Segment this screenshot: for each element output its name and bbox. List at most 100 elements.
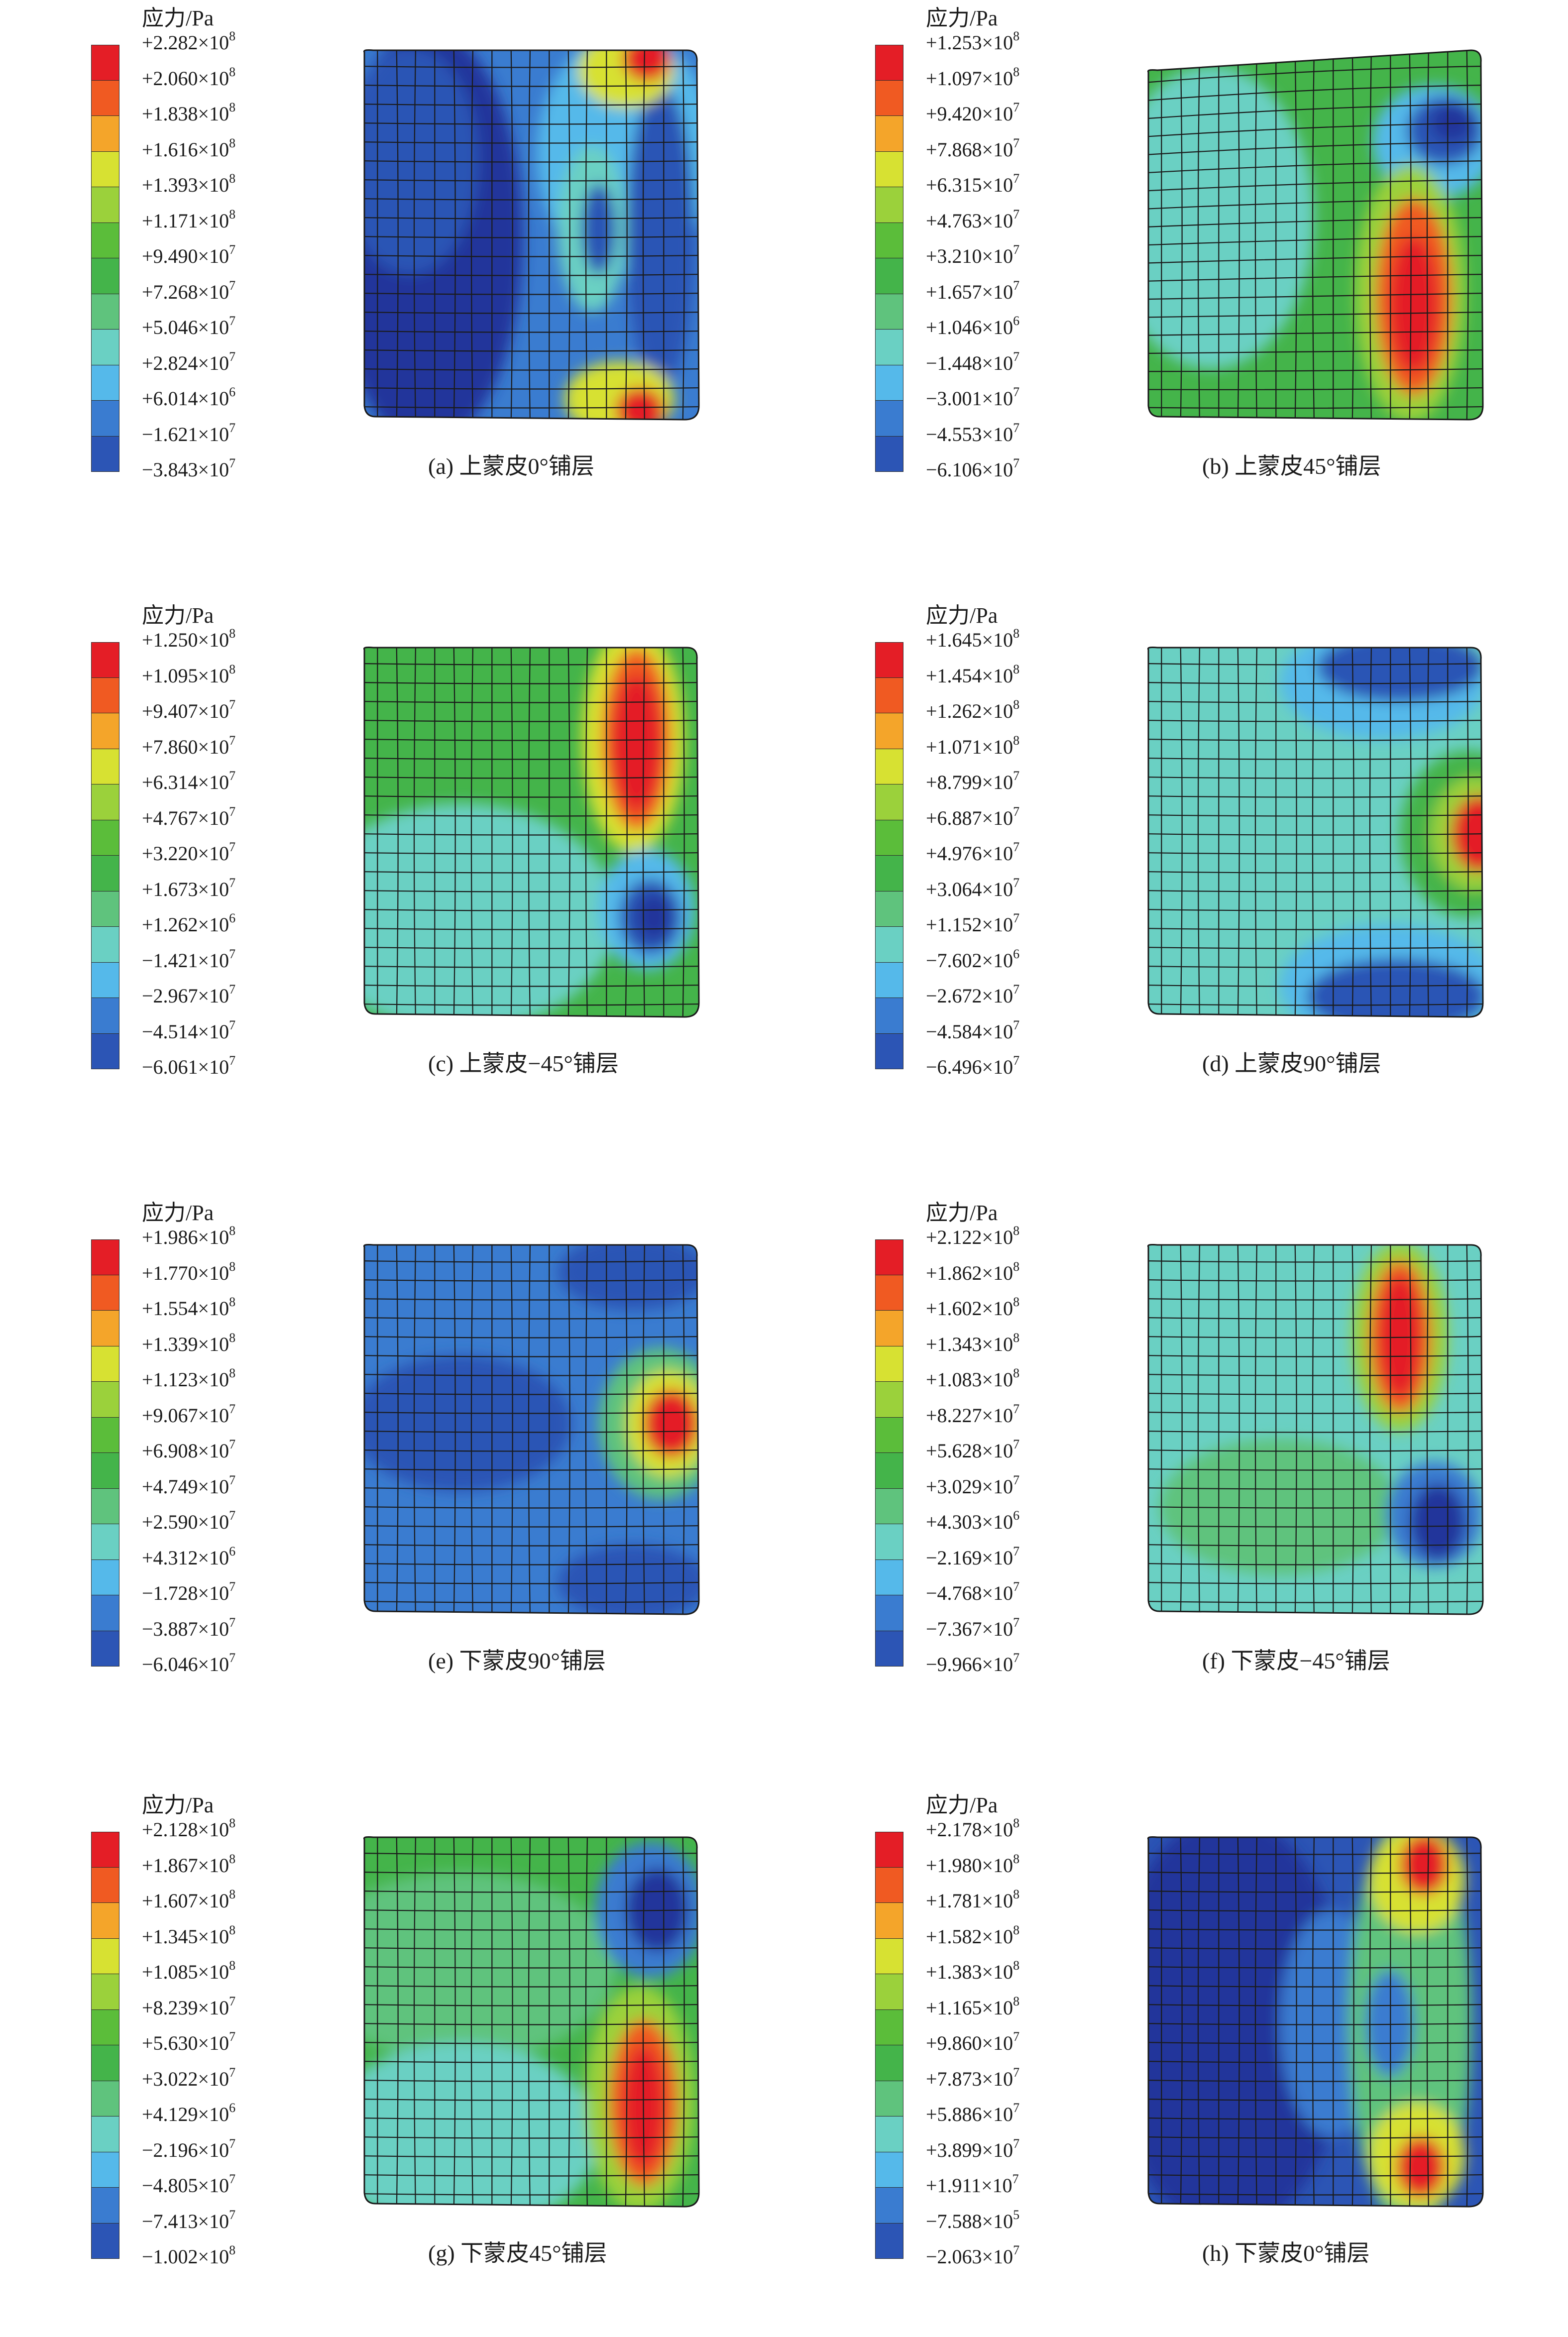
mesh-line [364,814,699,817]
color-swatch [91,1239,119,1275]
mesh-line [1148,235,1483,246]
legend-tick-label: −6.106×107 [926,456,1020,481]
mesh-line [1148,927,1483,930]
mesh-line [567,1837,570,2207]
mesh-line [1148,719,1483,722]
color-scale [875,642,903,1069]
stress-region [643,1389,699,1458]
legend-tick-label: +2.122×108 [926,1224,1020,1248]
mesh-line [364,700,699,703]
color-swatch [875,1559,903,1595]
mesh-line [1237,1837,1240,2207]
color-swatch [875,187,903,223]
mesh-line [585,647,588,1017]
legend-tick-label: +1.582×108 [926,1922,1020,1948]
legend-tick-label: +1.383×108 [926,1958,1020,1983]
stress-region [1365,1970,1414,2077]
legend-tick-label: +1.046×106 [926,314,1020,338]
mesh-line [364,1600,699,1603]
color-swatch [875,2045,903,2081]
color-swatch [875,749,903,784]
mesh-line [364,681,699,684]
mesh-line [413,647,417,1017]
color-swatch [875,2081,903,2116]
color-swatch [875,223,903,258]
color-swatch [91,2116,119,2152]
mesh-line [1426,647,1430,1017]
legend-tick-label: −7.602×106 [926,946,1020,972]
stress-region [1159,1439,1400,1575]
legend-unit: 应力/Pa [142,1201,214,1225]
color-swatch [875,677,903,713]
mesh-line [1148,1373,1483,1376]
color-swatch [91,1903,119,1939]
mesh-line [364,871,699,874]
stress-contour-plot [358,1834,702,2213]
color-scale [91,1832,119,2259]
mesh-grid [364,647,699,1017]
mesh-line [528,50,531,420]
panel-caption: (e) 下蒙皮90°铺层 [428,1648,606,1673]
color-swatch [875,891,903,927]
legend-ticks: +2.122×108 +1.862×108 +1.602×108 +1.343×108… [926,1224,1020,1688]
legend-tick-label: −6.496×107 [926,1053,1020,1078]
mesh-line [1148,1279,1483,1282]
legend-unit: 应力/Pa [142,603,214,628]
mesh-line [1148,217,1483,228]
legend-unit: 应力/Pa [926,603,998,628]
color-swatch [91,1275,119,1311]
mesh-line [1148,387,1483,390]
mesh-line [364,1449,699,1452]
color-scale [875,1832,903,2259]
color-scale [875,45,903,472]
color-swatch [91,80,119,116]
mesh-line [364,2041,699,2044]
mesh-line [413,1837,417,2207]
legend-tick-label: −4.768×107 [926,1579,1020,1604]
color-swatch [875,294,903,330]
legend-tick-label: +9.420×107 [926,100,1020,125]
legend-tick-label: −4.514×107 [142,1017,236,1043]
contour-fill [364,647,699,1017]
legend-tick-label: −6.061×107 [142,1053,236,1078]
contour-svg [363,647,700,1018]
contour-svg [363,1244,700,1615]
mesh-line [528,1244,531,1614]
stress-region [1410,1484,1465,1560]
mesh-line [1148,1600,1483,1603]
mesh-line [1426,50,1430,420]
stress-region [1148,66,1314,369]
color-swatch [875,80,903,116]
color-swatch [875,436,903,472]
color-swatch [875,330,903,365]
color-swatch [875,1867,903,1903]
mesh-line [1148,852,1483,855]
mesh-line [364,2174,699,2177]
color-swatch [875,2188,903,2224]
mesh-line [453,647,456,1017]
legend-ticks: +2.128×108 +1.867×108 +1.607×108 +1.345×108… [142,1816,235,2281]
stress-region [636,894,671,940]
mesh-line [1148,1392,1483,1395]
mesh-line [1148,122,1483,138]
color-swatch [91,1346,119,1382]
stress-region [1396,2137,1445,2198]
mesh-line [364,1562,699,1565]
legend-tick-label: +5.628×107 [926,1437,1020,1462]
mesh-line [1369,647,1372,1017]
mesh-line [364,387,699,390]
color-swatch [875,1631,903,1667]
legend-tick-label: +2.824×107 [142,349,236,374]
legend-unit: 应力/Pa [926,1201,998,1225]
stress-region [364,1355,571,1492]
mesh-line [364,1430,699,1433]
mesh-line [364,198,699,201]
legend-tick-label: −4.553×107 [926,420,1020,445]
mesh-line [1148,1544,1483,1547]
mesh-line [364,103,699,106]
contour-svg [363,49,700,421]
mesh-grid [364,50,699,420]
color-swatch [91,1867,119,1903]
legend-tick-label: +7.860×107 [142,733,236,758]
plate-outline [363,49,700,421]
